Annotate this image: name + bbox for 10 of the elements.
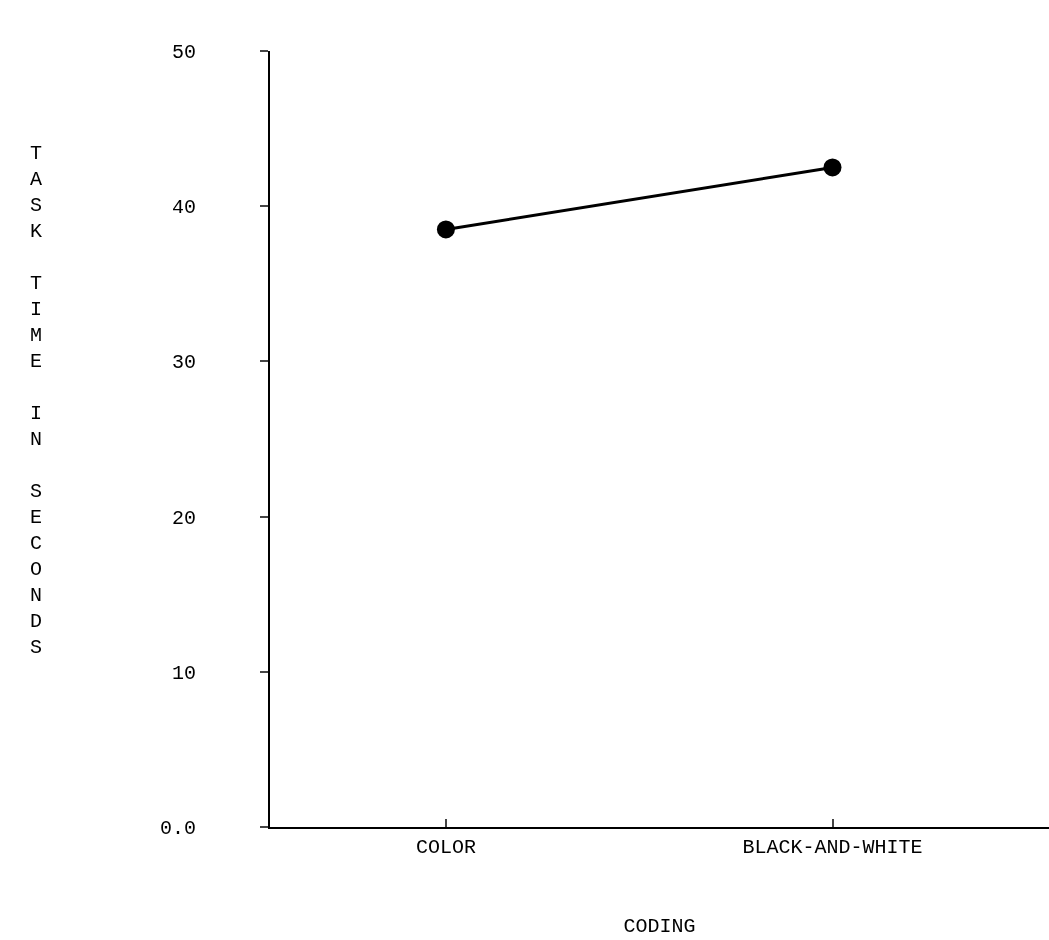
x-tick-label: BLACK-AND-WHITE (742, 836, 923, 859)
y-tick-label: 10 (171, 661, 196, 685)
x-axis-title: CODING (623, 915, 696, 938)
y-tick-label: 40 (171, 196, 196, 220)
y-tick-label: 0.0 (159, 817, 196, 840)
y-tick-label: 20 (171, 506, 196, 530)
text: TASK TIME IN SECONDS (30, 142, 43, 659)
y-tick-label: 50 (171, 41, 196, 64)
y-tick-label: 30 (171, 351, 196, 375)
x-tick-label: COLOR (415, 836, 476, 859)
